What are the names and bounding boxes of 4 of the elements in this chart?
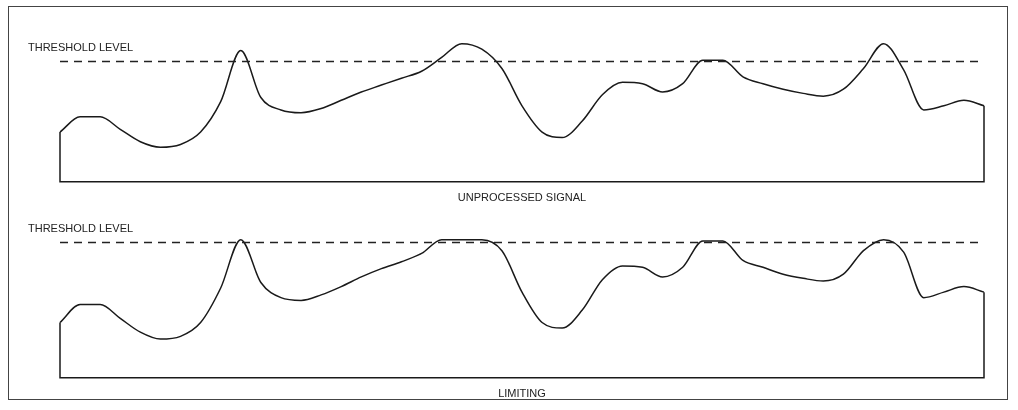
ref-line-label: THRESHOLD LEVEL <box>28 41 134 54</box>
ref-line-label: THRESHOLD LEVEL <box>28 221 134 234</box>
x-axis-title: UNPROCESSED SIGNAL <box>457 191 587 204</box>
x-axis-title: LIMITING <box>498 387 546 400</box>
